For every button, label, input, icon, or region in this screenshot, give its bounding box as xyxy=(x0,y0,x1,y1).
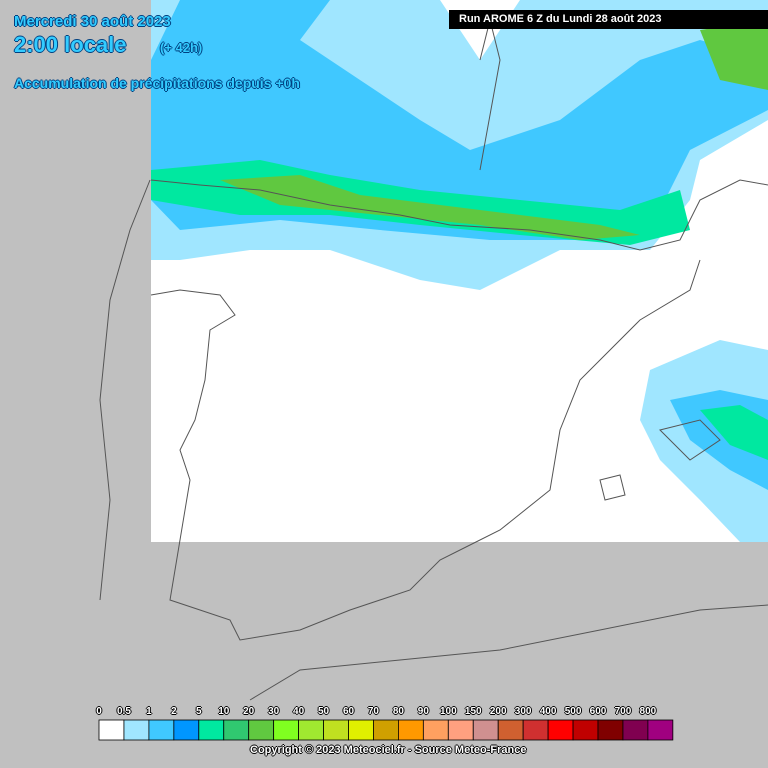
legend-label: 20 xyxy=(243,706,255,717)
legend-swatch xyxy=(123,719,150,741)
legend-swatch xyxy=(597,719,624,741)
legend-label: 90 xyxy=(417,706,429,717)
legend-swatch xyxy=(373,719,399,741)
legend-label: 30 xyxy=(268,706,280,717)
legend-swatch xyxy=(497,719,524,741)
legend-label: 500 xyxy=(564,706,582,717)
legend-swatch xyxy=(647,719,674,741)
legend-label: 5 xyxy=(196,706,202,717)
legend-swatch xyxy=(522,719,549,741)
legend-label: 300 xyxy=(514,706,532,717)
legend-label: 150 xyxy=(464,706,482,717)
legend-label: 0 xyxy=(96,706,102,717)
legend-label: 80 xyxy=(392,706,404,717)
legend-label: 200 xyxy=(489,706,507,717)
offset: (+ 42h) xyxy=(160,40,203,55)
legend-label: 700 xyxy=(614,706,632,717)
subtitle: Accumulation de précipitations depuis +0… xyxy=(14,75,300,91)
legend-swatch xyxy=(223,719,250,741)
legend-swatch xyxy=(622,719,649,741)
legend-swatch xyxy=(273,719,299,741)
legend-swatch xyxy=(148,719,175,741)
legend-label: 100 xyxy=(439,706,457,717)
legend-swatch xyxy=(397,719,424,741)
legend-swatch xyxy=(472,719,499,741)
legend-swatch xyxy=(173,719,200,741)
legend-swatch xyxy=(323,719,349,741)
legend-label: 1 xyxy=(146,706,152,717)
borders xyxy=(99,19,768,701)
legend-label: 40 xyxy=(293,706,305,717)
time: 2:00 locale xyxy=(14,32,127,57)
legend-label: 600 xyxy=(589,706,607,717)
legend-swatch xyxy=(198,719,225,741)
legend-label: 10 xyxy=(218,706,230,717)
date: Mercredi 30 août 2023 xyxy=(14,13,171,30)
legend-label: 50 xyxy=(317,706,330,717)
legend-swatch xyxy=(348,719,374,741)
legend-label: 0.5 xyxy=(116,706,131,717)
legend-swatch xyxy=(248,719,275,741)
legend-label: 60 xyxy=(342,706,355,717)
copyright: Copyright © 2023 Meteociel.fr - Source M… xyxy=(250,744,527,756)
legend-swatch xyxy=(98,719,125,741)
legend-label: 70 xyxy=(367,706,379,717)
legend-label: 400 xyxy=(539,706,557,717)
run-label: Run AROME 6 Z du Lundi 28 août 2023 xyxy=(449,10,768,29)
legend-swatch xyxy=(298,719,324,741)
legend-label: 2 xyxy=(171,706,177,717)
legend-swatch xyxy=(547,719,574,741)
legend-swatch xyxy=(447,719,474,741)
legend-swatch xyxy=(422,719,449,741)
legend-swatch xyxy=(572,719,599,741)
legend-label: 800 xyxy=(639,706,657,717)
precipitation xyxy=(151,0,768,542)
